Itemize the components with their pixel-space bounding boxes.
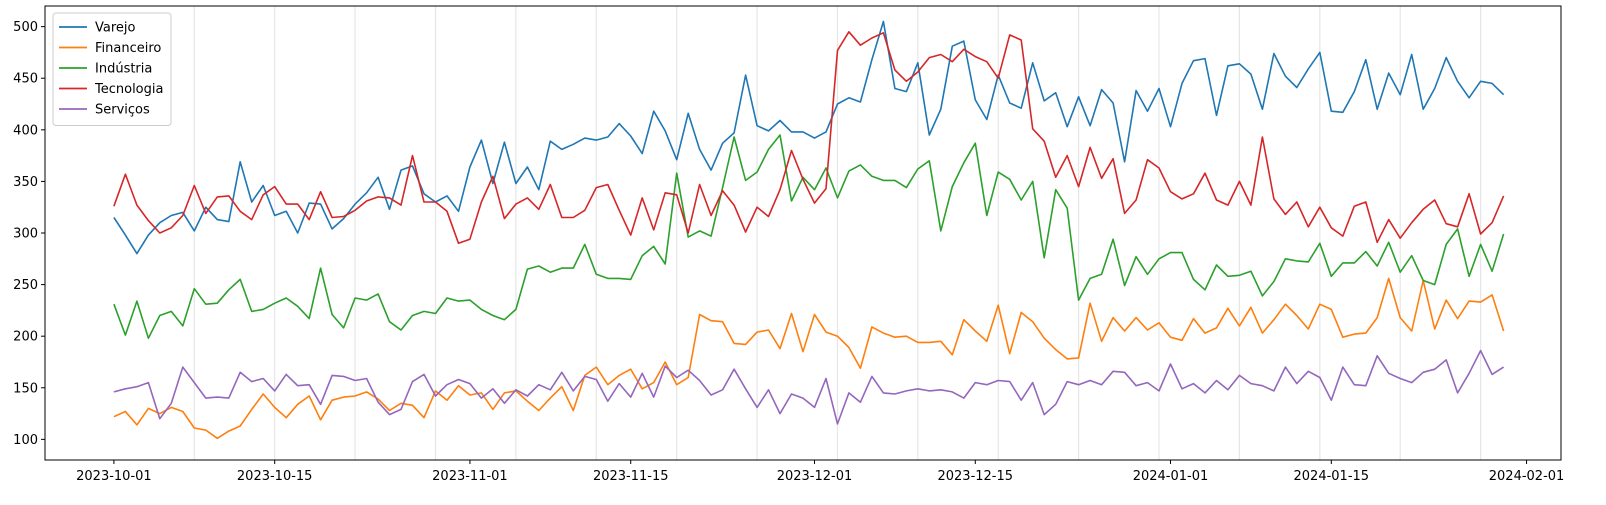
y-axis: 100 150 200 250 300 350 400 450 500 — [13, 20, 45, 448]
x-tick-label: 2023-10-15 — [237, 469, 313, 484]
grid-lines — [193, 6, 1482, 460]
series-lines — [113, 20, 1505, 440]
x-tick-label: 2024-02-01 — [1489, 469, 1565, 484]
series-line-Tecnologia — [113, 30, 1505, 245]
x-tick-label: 2024-01-01 — [1133, 469, 1209, 484]
y-tick-label: 100 — [13, 433, 38, 448]
y-tick-label: 450 — [13, 72, 38, 87]
x-tick-label: 2023-10-01 — [76, 469, 152, 484]
y-tick-label: 150 — [13, 381, 38, 396]
x-tick-label: 2023-12-01 — [777, 469, 853, 484]
x-tick-label: 2023-12-15 — [937, 469, 1013, 484]
y-tick-label: 200 — [13, 330, 38, 345]
y-tick-label: 350 — [13, 175, 38, 190]
y-tick-label: 500 — [13, 20, 38, 35]
legend-label: Indústria — [95, 62, 152, 77]
y-tick-label: 300 — [13, 227, 38, 242]
legend: Varejo Financeiro Indústria Tecnologia Servi… — [52, 12, 172, 126]
legend-label: Varejo — [95, 21, 136, 36]
legend-box — [52, 12, 172, 126]
y-tick-label: 250 — [13, 278, 38, 293]
x-tick-label: 2023-11-15 — [593, 469, 669, 484]
legend-label: Tecnologia — [94, 82, 163, 97]
x-axis: 2023-10-01 2023-10-15 2023-11-01 2023-11-15… — [76, 460, 1564, 484]
series-line-Serviços — [113, 349, 1505, 425]
series-line-Financeiro — [113, 277, 1505, 440]
x-tick-label: 2024-01-15 — [1294, 469, 1370, 484]
series-line-Indústria — [113, 134, 1505, 340]
legend-label: Financeiro — [95, 41, 161, 56]
legend-label: Serviços — [95, 103, 150, 118]
y-tick-label: 400 — [13, 123, 38, 138]
x-tick-label: 2023-11-01 — [432, 469, 508, 484]
